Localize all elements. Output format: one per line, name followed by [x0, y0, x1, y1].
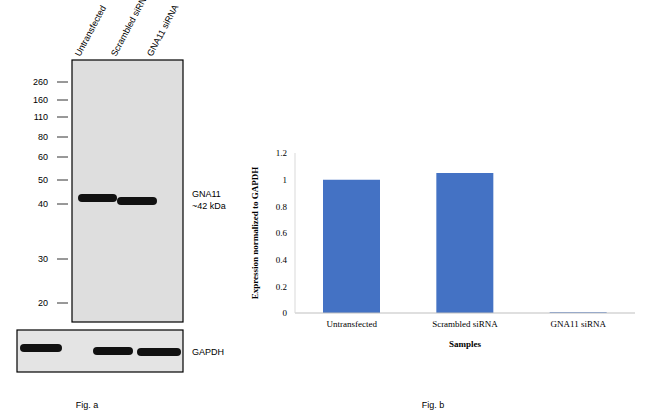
svg-text:40: 40	[38, 199, 48, 209]
svg-text:0.2: 0.2	[276, 282, 287, 292]
svg-text:~42 kDa: ~42 kDa	[192, 201, 226, 211]
svg-text:Samples: Samples	[449, 339, 482, 349]
svg-text:0.4: 0.4	[276, 255, 288, 265]
svg-text:0: 0	[283, 308, 288, 318]
svg-text:Untransfected: Untransfected	[326, 319, 377, 329]
svg-text:60: 60	[38, 152, 48, 162]
svg-text:110: 110	[34, 112, 48, 122]
svg-text:80: 80	[38, 132, 48, 142]
svg-text:160: 160	[33, 95, 48, 105]
svg-text:0.6: 0.6	[276, 228, 288, 238]
svg-text:0.8: 0.8	[276, 202, 288, 212]
svg-text:Fig. b: Fig. b	[422, 400, 445, 410]
svg-text:20: 20	[38, 298, 48, 308]
svg-text:GNA11 siRNA: GNA11 siRNA	[551, 319, 607, 329]
svg-text:Scrambled siRNA: Scrambled siRNA	[432, 319, 498, 329]
svg-text:GNA11 siRNA: GNA11 siRNA	[145, 3, 181, 58]
svg-text:Fig. a: Fig. a	[76, 400, 99, 410]
svg-text:260: 260	[33, 77, 48, 87]
svg-text:1.2: 1.2	[276, 148, 287, 158]
svg-text:1: 1	[283, 175, 288, 185]
svg-text:50: 50	[38, 175, 48, 185]
svg-text:GNA11: GNA11	[192, 189, 221, 199]
svg-text:GAPDH: GAPDH	[192, 347, 224, 357]
svg-text:30: 30	[38, 254, 48, 264]
svg-text:Untransfected: Untransfected	[73, 4, 108, 58]
svg-text:Expression normalized to GAPDH: Expression normalized to GAPDH	[250, 167, 260, 300]
svg-text:Scrambled siRNA: Scrambled siRNA	[109, 0, 151, 58]
